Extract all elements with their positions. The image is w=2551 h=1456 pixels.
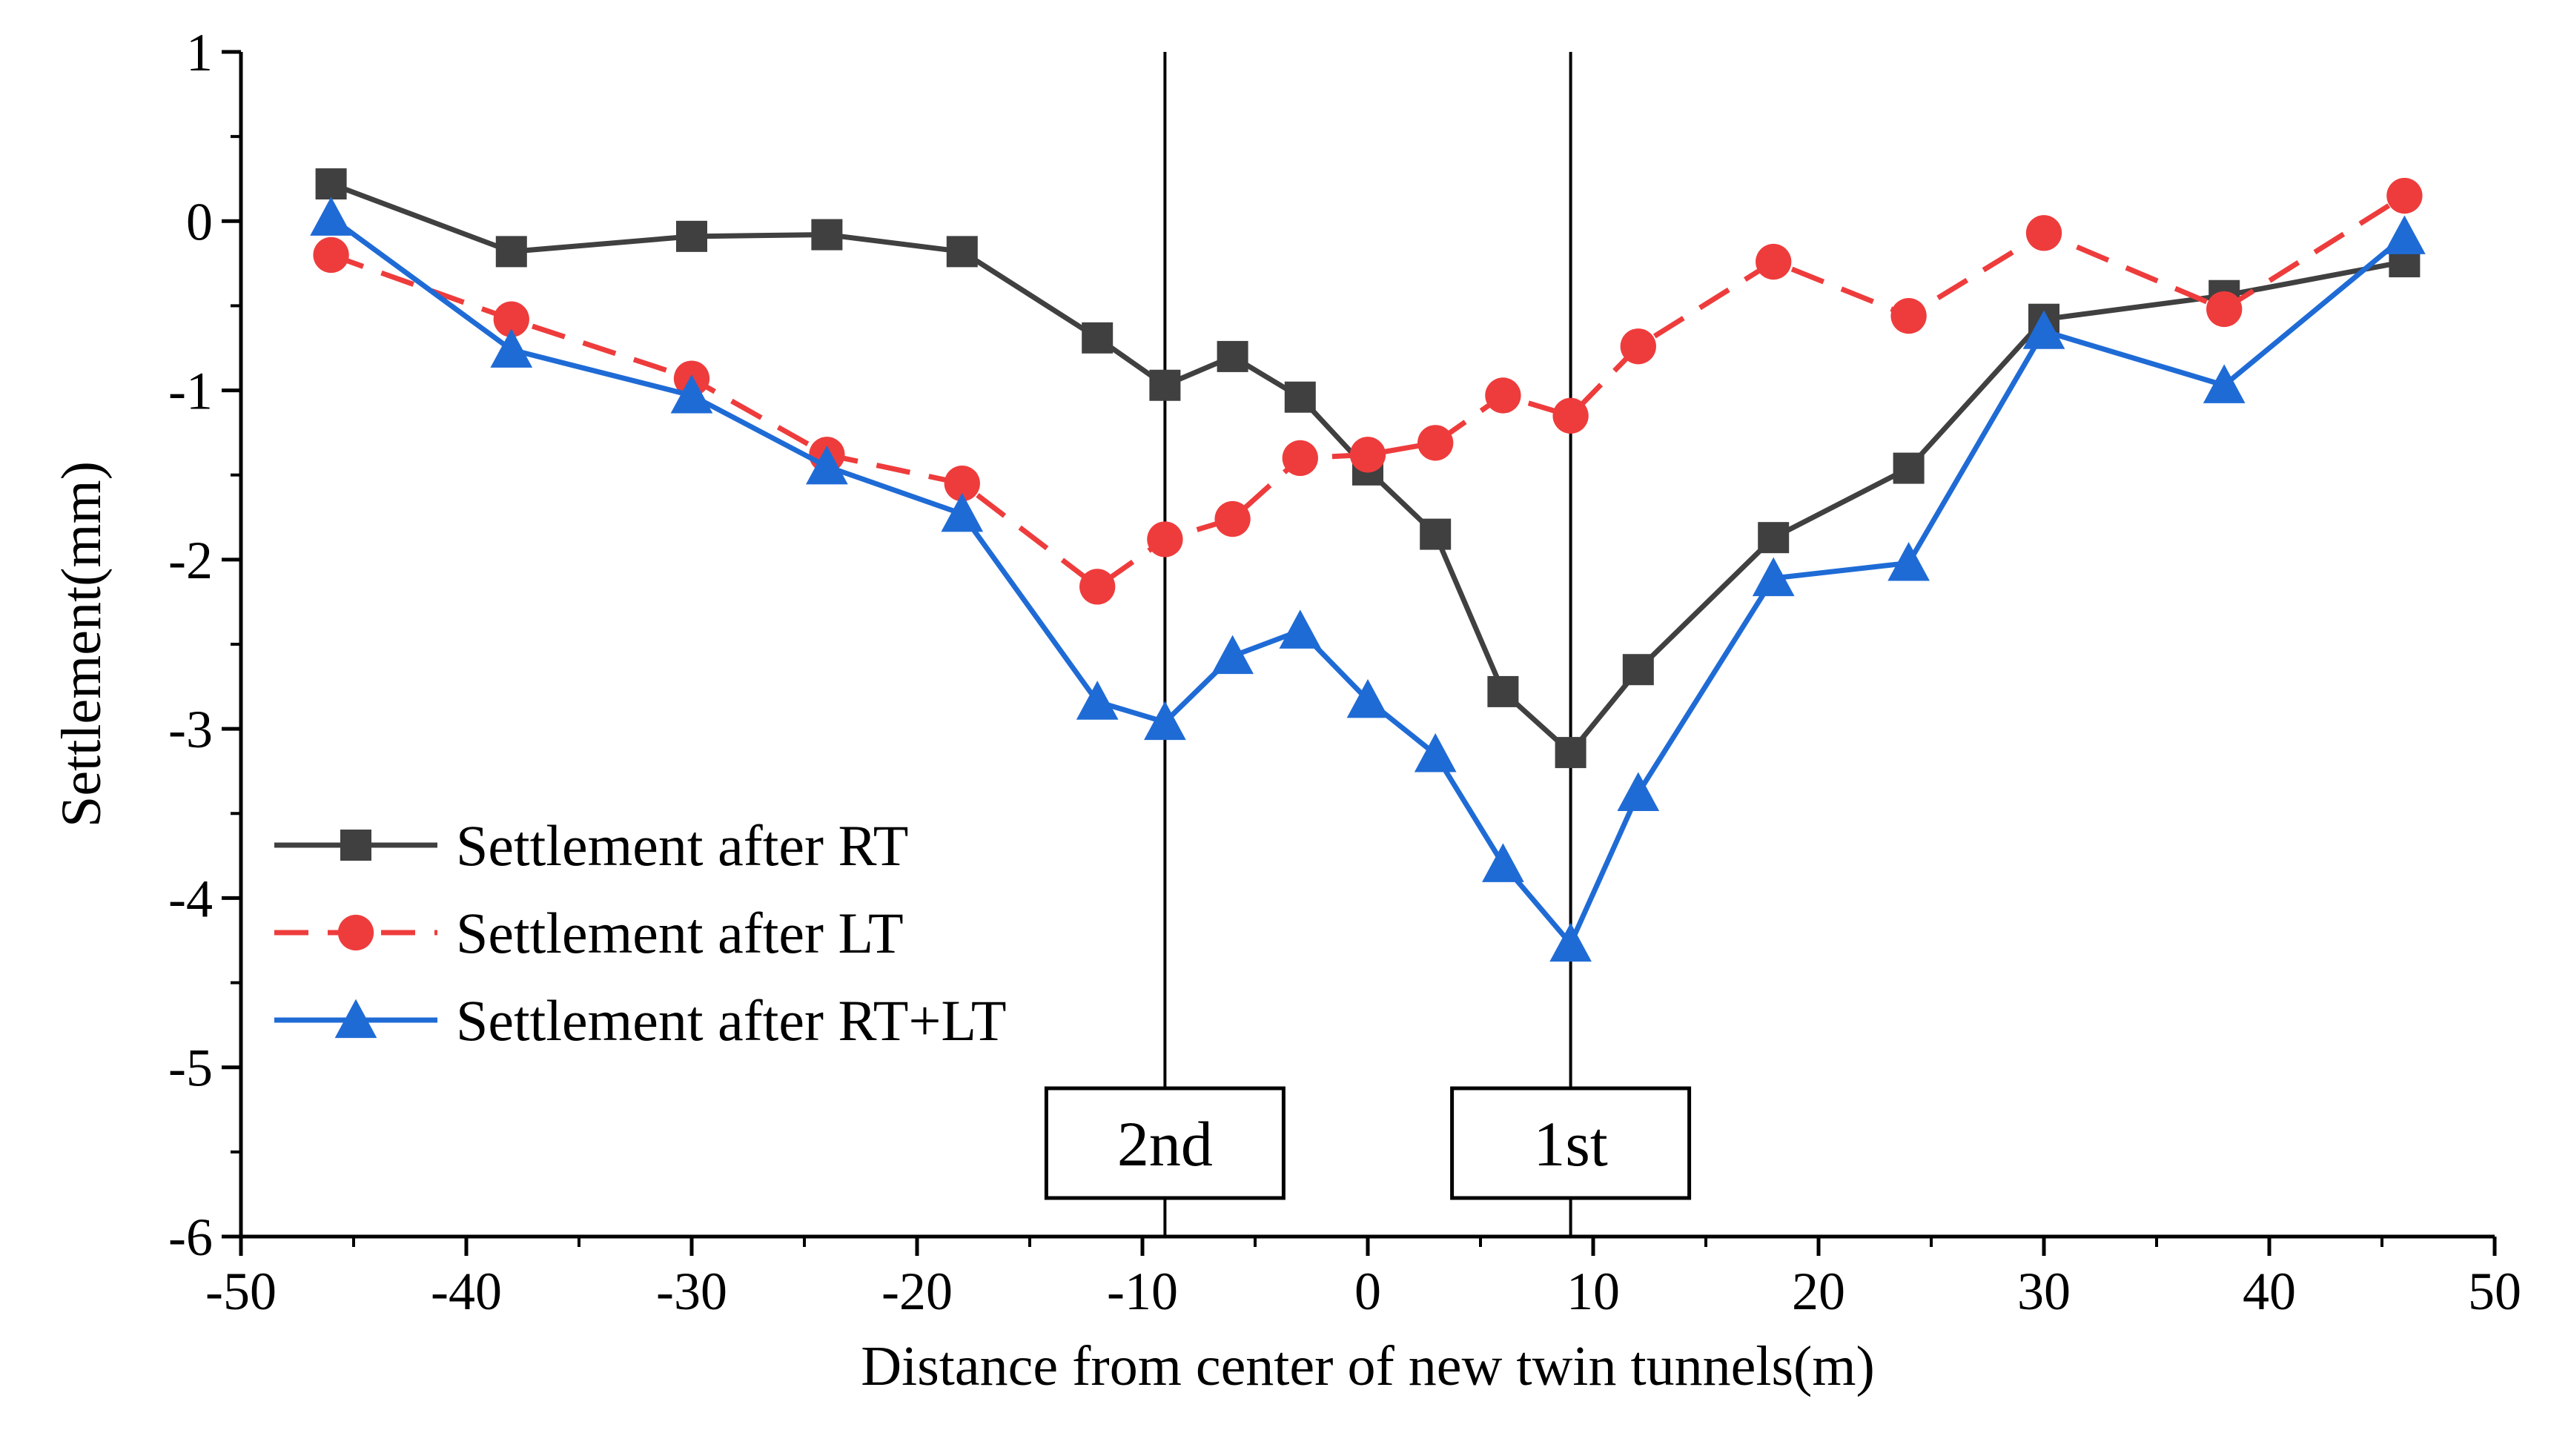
data-point-circle xyxy=(1485,377,1521,414)
data-point-triangle xyxy=(310,196,352,236)
data-point-square xyxy=(1622,654,1654,686)
x-tick-label: 0 xyxy=(1354,1262,1381,1321)
data-point-triangle xyxy=(1211,635,1254,675)
data-point-triangle xyxy=(1414,733,1457,772)
data-point-triangle xyxy=(1549,922,1592,962)
tunnel-label-2nd: 2nd xyxy=(1117,1108,1213,1179)
series-line-circle xyxy=(330,193,2406,589)
data-point-circle xyxy=(2386,177,2423,214)
legend-item-triangle: Settlement after RT+LT xyxy=(274,988,1007,1053)
x-tick-label: 40 xyxy=(2243,1262,2296,1321)
data-point-square xyxy=(1284,381,1316,413)
data-point-circle xyxy=(1552,397,1589,434)
data-point-circle xyxy=(2025,215,2062,251)
legend-marker-triangle xyxy=(334,999,377,1039)
x-axis-label: Distance from center of new twin tunnels… xyxy=(861,1335,1875,1397)
data-point-triangle xyxy=(941,492,984,532)
data-point-circle xyxy=(1756,243,1792,280)
data-point-circle xyxy=(944,465,980,502)
y-tick-label: -2 xyxy=(168,531,213,590)
data-point-circle xyxy=(1079,569,1116,605)
legend: Settlement after RT Settlement after LT Se… xyxy=(274,813,1007,1053)
data-point-square xyxy=(315,168,347,200)
data-point-triangle xyxy=(806,445,848,485)
data-point-triangle xyxy=(2022,310,2065,349)
x-tick-label: 30 xyxy=(2017,1262,2071,1321)
legend-label: Settlement after LT xyxy=(456,901,904,965)
data-point-circle xyxy=(1620,328,1656,365)
data-point-square xyxy=(1149,369,1181,401)
y-axis-label: Settlement(mm) xyxy=(50,461,113,827)
data-point-circle xyxy=(1417,425,1454,461)
data-point-circle xyxy=(313,236,349,274)
data-point-circle xyxy=(1349,437,1386,473)
y-tick-label: -1 xyxy=(168,362,213,421)
legend-item-square: Settlement after RT xyxy=(274,813,908,878)
x-tick-label: -30 xyxy=(656,1262,727,1321)
tunnel-label-1st: 1st xyxy=(1533,1108,1607,1179)
data-point-square xyxy=(495,236,527,268)
data-point-triangle xyxy=(1076,681,1119,720)
legend-marker-square xyxy=(340,830,371,861)
y-tick-label: 0 xyxy=(186,192,213,251)
data-point-square xyxy=(946,236,978,268)
x-tick-label: -10 xyxy=(1107,1262,1178,1321)
data-point-triangle xyxy=(1482,843,1524,882)
tunnel-label-box-2nd xyxy=(1044,1086,1286,1200)
x-tick-label: 10 xyxy=(1566,1262,1620,1321)
data-point-circle xyxy=(1890,297,1927,334)
tunnel-lines: 2nd 1st xyxy=(1044,52,1692,1237)
data-point-circle xyxy=(1214,500,1251,537)
data-point-triangle xyxy=(1617,772,1660,811)
data-point-triangle xyxy=(1887,542,1930,581)
series-group xyxy=(310,168,2426,962)
legend-label: Settlement after RT xyxy=(456,813,908,878)
y-tick-label: -6 xyxy=(168,1208,213,1267)
y-tick-label: -4 xyxy=(168,869,213,928)
data-point-circle xyxy=(1282,440,1318,477)
data-point-triangle xyxy=(2203,364,2246,403)
legend-marker-circle xyxy=(337,914,374,951)
data-point-triangle xyxy=(1144,701,1186,741)
legend-item-circle: Settlement after LT xyxy=(274,901,904,965)
y-tick-label: 1 xyxy=(186,23,213,82)
x-tick-label: -50 xyxy=(205,1262,277,1321)
y-tick-label: -3 xyxy=(168,700,213,759)
data-point-square xyxy=(1555,737,1586,769)
data-point-triangle xyxy=(490,328,533,368)
series-triangle xyxy=(310,196,2426,962)
x-tick-label: -40 xyxy=(431,1262,502,1321)
data-point-circle xyxy=(1147,521,1183,557)
x-tick-label: 50 xyxy=(2468,1262,2521,1321)
data-point-circle xyxy=(2206,291,2243,328)
x-tick-label: 20 xyxy=(1792,1262,1845,1321)
data-point-triangle xyxy=(1752,557,1795,597)
data-point-square xyxy=(676,220,707,252)
data-point-square xyxy=(1487,675,1519,707)
data-point-triangle xyxy=(670,374,713,414)
data-point-square xyxy=(1082,322,1114,354)
data-point-square xyxy=(1893,452,1925,484)
data-point-square xyxy=(1420,518,1452,550)
data-point-triangle xyxy=(1346,678,1389,718)
x-tick-label: -20 xyxy=(881,1262,953,1321)
data-point-triangle xyxy=(2383,215,2426,254)
legend-label: Settlement after RT+LT xyxy=(456,988,1007,1053)
data-point-square xyxy=(1758,522,1790,554)
data-point-square xyxy=(811,219,843,251)
data-point-square xyxy=(1217,340,1248,372)
y-tick-label: -5 xyxy=(168,1039,213,1098)
tunnel-label-box-1st xyxy=(1450,1086,1692,1200)
data-point-circle xyxy=(493,301,529,337)
data-point-triangle xyxy=(1279,609,1322,649)
